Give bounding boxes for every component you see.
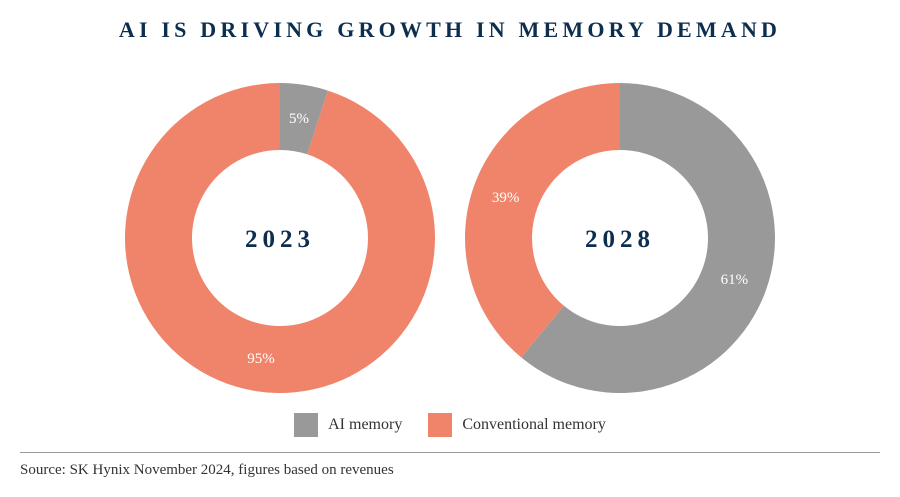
slice-label: 95%	[247, 351, 275, 367]
legend: AI memory Conventional memory	[0, 413, 900, 437]
legend-swatch	[294, 413, 319, 437]
chart-title: AI IS DRIVING GROWTH IN MEMORY DEMAND	[118, 17, 782, 42]
donut-center-label: 2023	[245, 226, 315, 253]
legend-item-conventional-memory: Conventional memory	[428, 413, 606, 437]
slice-label: 5%	[289, 111, 309, 127]
slice-label: 39%	[492, 190, 520, 206]
slice-label: 61%	[721, 272, 749, 288]
donut-center-label: 2028	[585, 226, 655, 253]
legend-label: AI memory	[328, 416, 403, 433]
donut-slice-2028-ai-memory	[521, 83, 776, 393]
donut-charts: 5% 95% 2023 61% 39% 2028	[124, 83, 776, 393]
donut-slice-2028-conventional-memory	[465, 83, 620, 358]
legend-item-ai-memory: AI memory	[294, 413, 402, 437]
legend-label: Conventional memory	[462, 416, 606, 433]
donut-slice-2023-ai-memory	[280, 83, 328, 155]
divider	[20, 452, 880, 453]
legend-swatch	[428, 413, 453, 437]
source-note: Source: SK Hynix November 2024, figures …	[20, 462, 394, 478]
donut-slice-2023-conventional-memory	[124, 83, 435, 393]
